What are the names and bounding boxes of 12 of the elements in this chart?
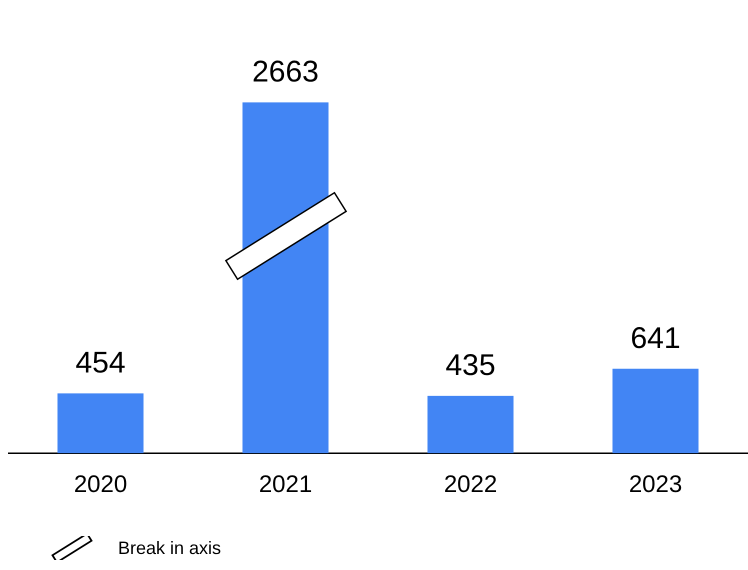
bar bbox=[427, 396, 514, 454]
data-label: 435 bbox=[445, 349, 496, 382]
text: Break in axis bbox=[118, 538, 222, 558]
x-tick-label: 2021 bbox=[258, 471, 312, 498]
x-tick-label: 2023 bbox=[628, 471, 682, 498]
bar bbox=[57, 393, 144, 454]
x-tick-label: 2022 bbox=[444, 471, 498, 498]
data-label: 2663 bbox=[252, 56, 319, 89]
bar bbox=[612, 368, 699, 454]
data-label: 454 bbox=[75, 346, 126, 380]
x-tick-label: 2020 bbox=[74, 471, 128, 498]
data-label: 641 bbox=[630, 322, 681, 356]
